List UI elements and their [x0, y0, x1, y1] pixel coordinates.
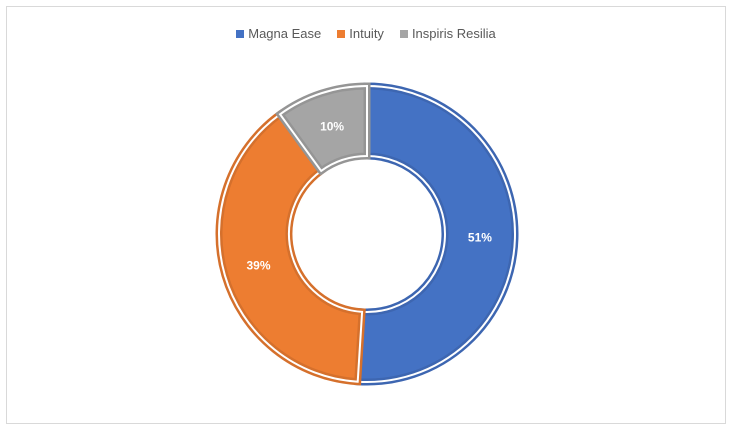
legend-label-inspiris-resilia: Inspiris Resilia	[411, 26, 496, 41]
legend-swatch-inspiris-resilia	[399, 29, 408, 38]
legend-item-inspiris-resilia: Inspiris Resilia	[399, 26, 496, 41]
chart-legend: Magna Ease Intuity Inspiris Resilia	[7, 26, 725, 41]
legend-label-magna-ease: Magna Ease	[248, 26, 322, 41]
legend-item-magna-ease: Magna Ease	[236, 26, 321, 41]
donut-chart: 51% 39% 10%	[215, 82, 519, 386]
legend-swatch-magna-ease	[236, 29, 245, 38]
legend-item-intuity: Intuity	[337, 26, 384, 41]
legend-swatch-intuity	[337, 29, 346, 38]
donut-slice-separator-magna-ease	[356, 84, 516, 383]
legend-label-intuity: Intuity	[349, 26, 384, 41]
donut-slice-separator-intuity	[218, 112, 364, 383]
data-label-magna-ease: 51%	[468, 231, 492, 245]
donut-slice-separator-inspiris-resilia	[278, 84, 368, 173]
chart-area: Magna Ease Intuity Inspiris Resilia 51% 3…	[6, 6, 726, 424]
data-label-inspiris-resilia: 10%	[320, 120, 344, 134]
data-label-intuity: 39%	[246, 259, 270, 273]
